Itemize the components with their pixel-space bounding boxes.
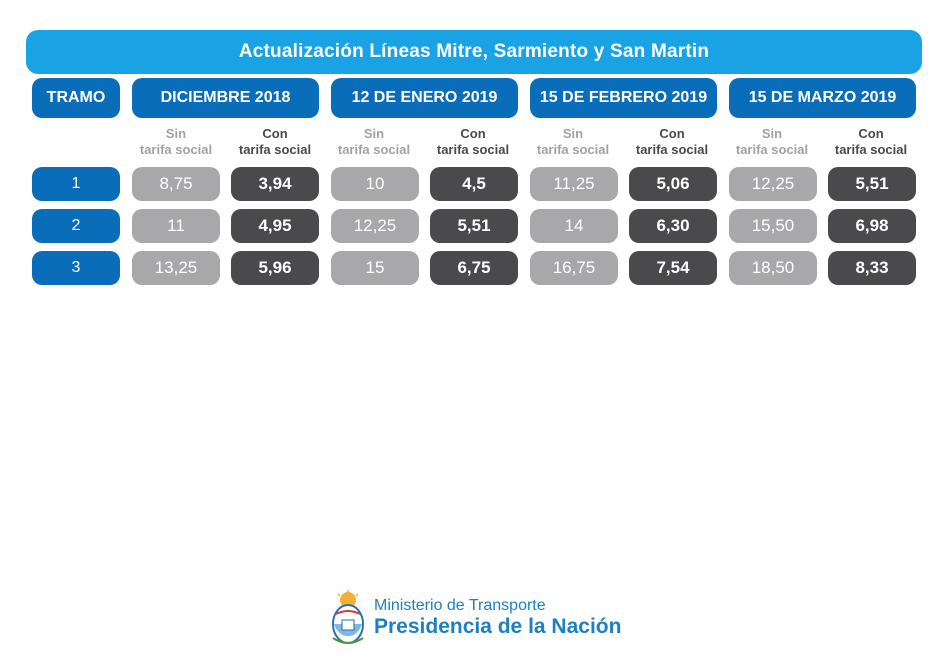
- fare-cell: 5,51: [430, 209, 518, 243]
- fare-cell: 3,94: [231, 167, 319, 201]
- fare-cell: 16,75: [530, 251, 618, 285]
- coat-of-arms-icon: [332, 590, 364, 644]
- period-header-12-enero-2019: 12 DE ENERO 2019: [331, 78, 518, 118]
- fare-cell: 5,96: [231, 251, 319, 285]
- subheader-con-tarifa-social: Con tarifa social: [230, 126, 320, 158]
- subheader-line2: tarifa social: [834, 142, 908, 157]
- subheader-con-tarifa-social: Con tarifa social: [826, 126, 916, 158]
- page-title: Actualización Líneas Mitre, Sarmiento y …: [26, 30, 922, 74]
- period-header-diciembre-2018: DICIEMBRE 2018: [132, 78, 319, 118]
- fare-cell: 11: [132, 209, 220, 243]
- fare-cell: 10: [331, 167, 419, 201]
- subheader-sin-tarifa-social: Sin tarifa social: [329, 126, 419, 158]
- subheader-line2: tarifa social: [735, 142, 809, 157]
- fare-cell: 12,25: [729, 167, 817, 201]
- subheader-line1: Sin: [165, 126, 187, 141]
- tramo-cell: 3: [32, 251, 120, 285]
- subheader-line2: tarifa social: [635, 142, 709, 157]
- subheader-line1: Con: [262, 126, 288, 141]
- fare-cell: 13,25: [132, 251, 220, 285]
- ministry-name: Ministerio de Transporte Presidencia de …: [374, 597, 621, 639]
- fare-cell: 8,33: [828, 251, 916, 285]
- presidency-line: Presidencia de la Nación: [374, 615, 622, 638]
- period-header-15-marzo-2019: 15 DE MARZO 2019: [729, 78, 916, 118]
- subheader-line2: tarifa social: [139, 142, 213, 157]
- fare-cell: 4,5: [430, 167, 518, 201]
- fare-cell: 6,75: [430, 251, 518, 285]
- fare-cell: 14: [530, 209, 618, 243]
- subheader-con-tarifa-social: Con tarifa social: [627, 126, 717, 158]
- ministry-line: Ministerio de Transporte: [374, 597, 546, 614]
- subheader-line1: Sin: [562, 126, 584, 141]
- fare-cell: 6,98: [828, 209, 916, 243]
- fare-cell: 6,30: [629, 209, 717, 243]
- fare-cell: 8,75: [132, 167, 220, 201]
- subheader-line2: tarifa social: [436, 142, 510, 157]
- tramo-cell: 2: [32, 209, 120, 243]
- fare-cell: 15,50: [729, 209, 817, 243]
- fare-cell: 5,06: [629, 167, 717, 201]
- subheader-line2: tarifa social: [337, 142, 411, 157]
- subheader-sin-tarifa-social: Sin tarifa social: [131, 126, 221, 158]
- fare-cell: 15: [331, 251, 419, 285]
- subheader-line1: Sin: [363, 126, 385, 141]
- fare-cell: 12,25: [331, 209, 419, 243]
- fare-cell: 5,51: [828, 167, 916, 201]
- subheader-line2: tarifa social: [536, 142, 610, 157]
- subheader-line2: tarifa social: [238, 142, 312, 157]
- subheader-con-tarifa-social: Con tarifa social: [428, 126, 518, 158]
- fare-cell: 11,25: [530, 167, 618, 201]
- tramo-header: TRAMO: [32, 78, 120, 118]
- ministry-footer: Ministerio de Transporte Presidencia de …: [330, 590, 621, 646]
- subheader-sin-tarifa-social: Sin tarifa social: [528, 126, 618, 158]
- subheader-line1: Sin: [761, 126, 783, 141]
- period-header-15-febrero-2019: 15 DE FEBRERO 2019: [530, 78, 717, 118]
- subheader-line1: Con: [659, 126, 685, 141]
- fare-cell: 7,54: [629, 251, 717, 285]
- fare-cell: 4,95: [231, 209, 319, 243]
- subheader-sin-tarifa-social: Sin tarifa social: [727, 126, 817, 158]
- tramo-cell: 1: [32, 167, 120, 201]
- subheader-line1: Con: [460, 126, 486, 141]
- fare-cell: 18,50: [729, 251, 817, 285]
- subheader-line1: Con: [858, 126, 884, 141]
